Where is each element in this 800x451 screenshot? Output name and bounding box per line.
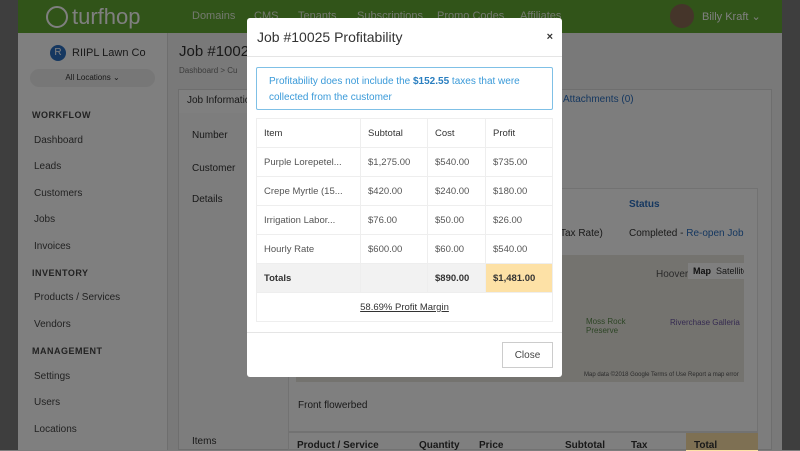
totals-profit: $1,481.00 [485, 263, 553, 293]
cell: $26.00 [485, 205, 553, 235]
cell: $240.00 [427, 176, 486, 206]
alert-text: Profitability does not include the [269, 76, 413, 87]
cell: Crepe Myrtle (15... [256, 176, 361, 206]
cell: Purple Lorepetel... [256, 147, 361, 177]
totals-row: Totals $890.00 $1,481.00 [256, 263, 553, 293]
profitability-modal: Job #10025 Profitability × Profitability … [247, 18, 562, 377]
totals-cost: $890.00 [427, 263, 486, 293]
totals-label: Totals [256, 263, 361, 293]
cell: $50.00 [427, 205, 486, 235]
margin-row: 58.69% Profit Margin [256, 292, 553, 322]
cell: $540.00 [485, 234, 553, 264]
modal-title: Job #10025 Profitability [257, 29, 403, 45]
cell: $540.00 [427, 147, 486, 177]
cell: $600.00 [360, 234, 428, 264]
profit-margin: 58.69% Profit Margin [256, 292, 553, 322]
cell: $60.00 [427, 234, 486, 264]
table-row: Purple Lorepetel... $1,275.00 $540.00 $735.… [256, 147, 553, 177]
close-button[interactable]: Close [502, 342, 553, 368]
col-item: Item [256, 118, 361, 148]
col-subtotal: Subtotal [360, 118, 428, 148]
alert-amount: $152.55 [412, 76, 450, 87]
profit-table: Item Subtotal Cost Profit Purple Lorepetel.… [256, 118, 553, 322]
close-icon[interactable]: × [546, 31, 553, 43]
col-profit: Profit [485, 118, 553, 148]
totals-subtotal [360, 263, 428, 293]
table-row: Hourly Rate $600.00 $60.00 $540.00 [256, 234, 553, 264]
tax-alert: Profitability does not include the $152.… [256, 67, 553, 110]
cell: $420.00 [360, 176, 428, 206]
alert-text: taxes that were collected from the custo… [269, 76, 520, 103]
table-row: Irrigation Labor... $76.00 $50.00 $26.00 [256, 205, 553, 235]
col-cost: Cost [427, 118, 486, 148]
table-row: Crepe Myrtle (15... $420.00 $240.00 $180.00 [256, 176, 553, 206]
table-header: Item Subtotal Cost Profit [256, 118, 553, 148]
modal-header: Job #10025 Profitability × [247, 18, 562, 57]
cell: Hourly Rate [256, 234, 361, 264]
cell: $735.00 [485, 147, 553, 177]
cell: $76.00 [360, 205, 428, 235]
cell: $1,275.00 [360, 147, 428, 177]
cell: Irrigation Labor... [256, 205, 361, 235]
cell: $180.00 [485, 176, 553, 206]
modal-footer-divider [247, 332, 562, 333]
